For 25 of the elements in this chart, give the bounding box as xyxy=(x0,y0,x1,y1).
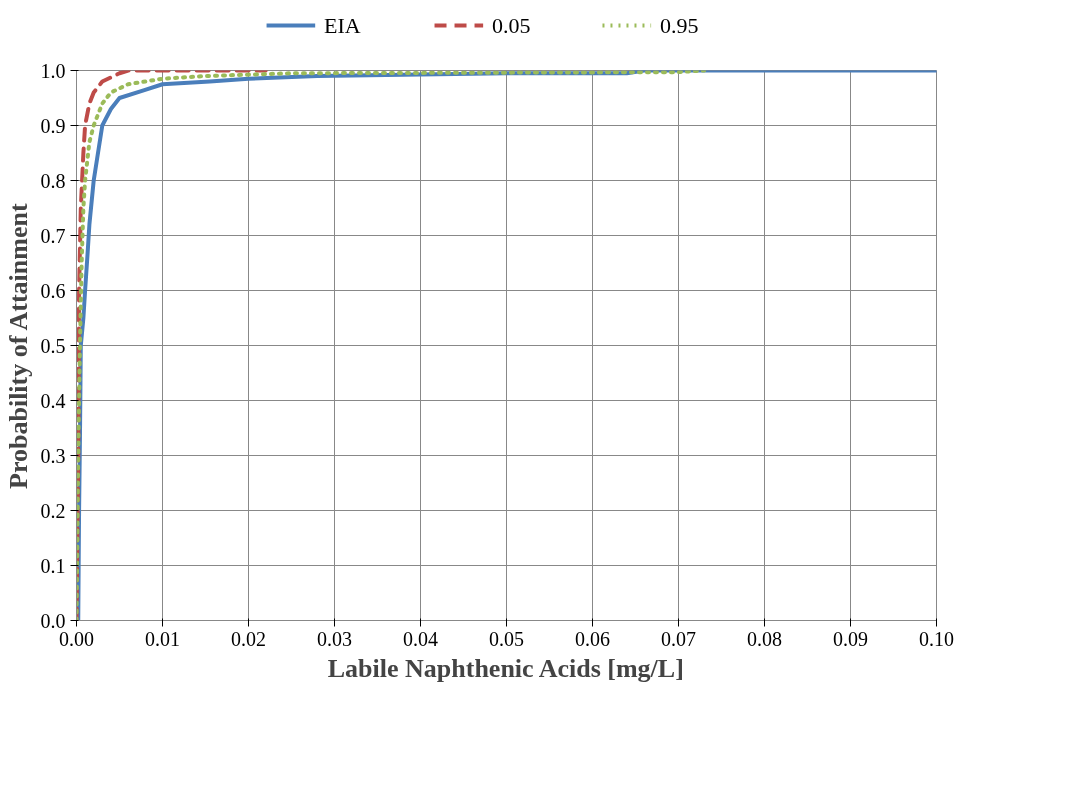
x-tick-label: 0.01 xyxy=(145,627,180,650)
x-tick-label: 0.04 xyxy=(403,627,438,650)
x-tick-label: 0.02 xyxy=(231,627,266,650)
y-tick-label: 0.3 xyxy=(40,444,66,467)
x-tick-label: 0.07 xyxy=(661,627,696,650)
y-tick-label: 0.2 xyxy=(40,499,66,522)
legend-label: 0.95 xyxy=(659,12,699,38)
y-axis-title: Probability of Attainment xyxy=(3,203,33,489)
legend-label: 0.05 xyxy=(491,12,531,38)
x-tick-label: 0.10 xyxy=(919,627,954,650)
y-tick-label: 0.7 xyxy=(40,224,66,247)
x-tick-label: 0.03 xyxy=(317,627,352,650)
y-tick-label: 1.0 xyxy=(40,59,66,82)
y-tick-label: 0.5 xyxy=(40,334,66,357)
y-tick-label: 0.4 xyxy=(40,389,66,412)
x-tick-label: 0.06 xyxy=(575,627,610,650)
y-tick-label: 0.6 xyxy=(40,279,66,302)
x-tick-label: 0.09 xyxy=(833,627,868,650)
y-tick-label: 0.9 xyxy=(40,114,66,137)
y-tick-label: 0.1 xyxy=(40,554,66,577)
y-tick-label: 0.8 xyxy=(40,169,66,192)
x-tick-label: 0.08 xyxy=(747,627,782,650)
x-tick-label: 0.05 xyxy=(489,627,524,650)
x-axis-title: Labile Naphthenic Acids [mg/L] xyxy=(327,653,684,683)
legend-label: EIA xyxy=(324,13,361,38)
